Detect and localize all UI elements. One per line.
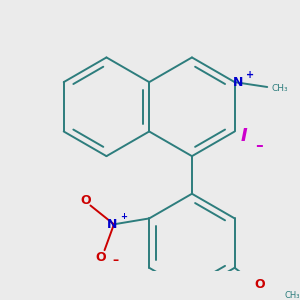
Text: CH₃: CH₃ [272, 84, 289, 93]
Text: CH₃: CH₃ [284, 292, 299, 300]
Text: N: N [233, 76, 243, 88]
Text: O: O [96, 251, 106, 264]
Text: –: – [255, 138, 263, 153]
Text: +: + [120, 212, 127, 220]
Text: –: – [112, 254, 118, 267]
Text: O: O [254, 278, 265, 291]
Text: O: O [80, 194, 91, 207]
Text: +: + [246, 70, 254, 80]
Text: N: N [106, 218, 117, 231]
Text: I: I [241, 127, 247, 145]
